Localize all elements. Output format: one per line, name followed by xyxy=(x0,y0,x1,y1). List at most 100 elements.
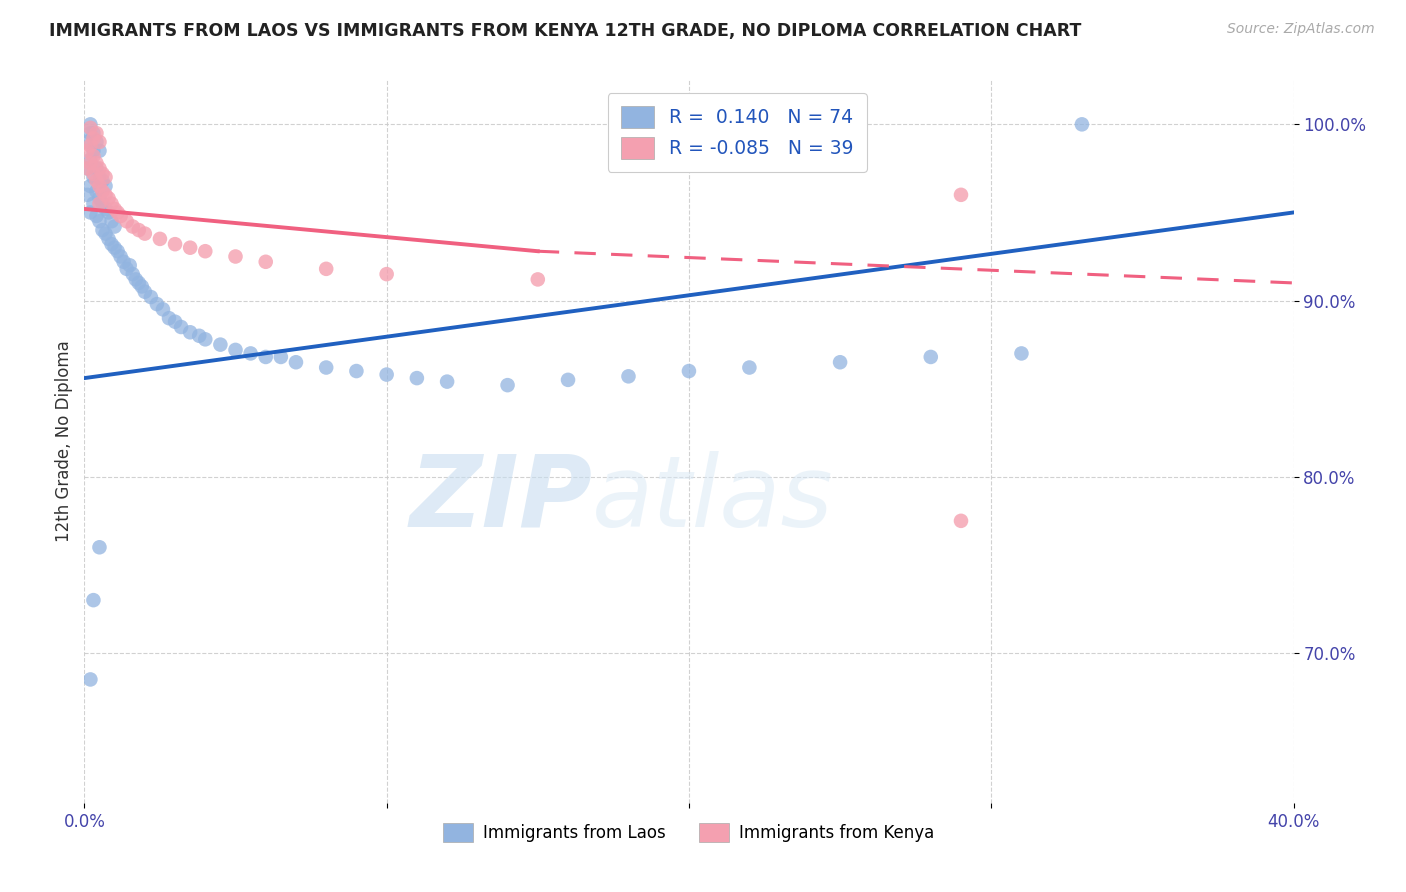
Point xyxy=(79,673,101,687)
Point xyxy=(86,135,108,149)
Text: Source: ZipAtlas.com: Source: ZipAtlas.com xyxy=(1227,22,1375,37)
Point xyxy=(188,328,211,343)
Point xyxy=(436,375,458,389)
Point xyxy=(76,161,98,176)
Point xyxy=(315,360,337,375)
Point xyxy=(139,290,162,304)
Point xyxy=(496,378,519,392)
Point xyxy=(128,276,150,290)
Point xyxy=(157,311,180,326)
Text: atlas: atlas xyxy=(592,450,834,548)
Point xyxy=(121,219,143,234)
Point xyxy=(104,202,127,216)
Point xyxy=(91,174,114,188)
Point xyxy=(179,326,201,340)
Point xyxy=(82,126,104,140)
Point xyxy=(315,261,337,276)
Point xyxy=(97,191,120,205)
Point xyxy=(239,346,262,360)
Point xyxy=(346,364,368,378)
Point xyxy=(270,350,292,364)
Point xyxy=(89,144,111,158)
Point xyxy=(557,373,579,387)
Point xyxy=(1011,346,1033,360)
Point xyxy=(86,161,108,176)
Text: ZIP: ZIP xyxy=(409,450,592,548)
Point xyxy=(830,355,852,369)
Point xyxy=(225,250,247,264)
Point xyxy=(115,261,138,276)
Point xyxy=(86,209,108,223)
Point xyxy=(89,179,111,194)
Point xyxy=(131,279,153,293)
Point xyxy=(146,297,169,311)
Point xyxy=(94,202,117,216)
Point xyxy=(79,156,101,170)
Point xyxy=(194,332,217,346)
Point xyxy=(110,250,132,264)
Point xyxy=(950,187,973,202)
Point xyxy=(104,219,127,234)
Point xyxy=(79,179,101,194)
Point xyxy=(76,144,98,158)
Point xyxy=(115,214,138,228)
Point xyxy=(254,350,277,364)
Point xyxy=(738,360,761,375)
Point xyxy=(82,196,104,211)
Point xyxy=(121,267,143,281)
Point xyxy=(89,170,111,185)
Point xyxy=(110,209,132,223)
Point xyxy=(209,337,232,351)
Point xyxy=(179,241,201,255)
Legend: Immigrants from Laos, Immigrants from Kenya: Immigrants from Laos, Immigrants from Ke… xyxy=(437,816,941,848)
Point xyxy=(152,302,174,317)
Point xyxy=(406,371,429,385)
Point xyxy=(82,170,104,185)
Point xyxy=(950,514,973,528)
Point xyxy=(225,343,247,357)
Point xyxy=(89,196,111,211)
Point xyxy=(76,187,98,202)
Point xyxy=(82,149,104,163)
Point xyxy=(82,593,104,607)
Point xyxy=(79,117,101,131)
Point xyxy=(107,244,129,259)
Point xyxy=(527,272,550,286)
Point xyxy=(97,205,120,219)
Point xyxy=(375,267,398,281)
Point xyxy=(134,227,156,241)
Point xyxy=(125,272,148,286)
Point xyxy=(79,205,101,219)
Point xyxy=(79,126,101,140)
Point xyxy=(76,135,98,149)
Point xyxy=(89,135,111,149)
Point xyxy=(617,369,640,384)
Point xyxy=(79,138,101,153)
Point xyxy=(100,196,122,211)
Point xyxy=(86,184,108,198)
Point xyxy=(118,258,141,272)
Point xyxy=(170,320,193,334)
Point xyxy=(149,232,172,246)
Point xyxy=(89,214,111,228)
Point xyxy=(94,179,117,194)
Point xyxy=(165,237,187,252)
Text: IMMIGRANTS FROM LAOS VS IMMIGRANTS FROM KENYA 12TH GRADE, NO DIPLOMA CORRELATION: IMMIGRANTS FROM LAOS VS IMMIGRANTS FROM … xyxy=(49,22,1081,40)
Point xyxy=(165,315,187,329)
Point xyxy=(254,254,277,268)
Point xyxy=(91,196,114,211)
Point xyxy=(91,184,114,198)
Point xyxy=(375,368,398,382)
Point xyxy=(79,120,101,135)
Point xyxy=(97,232,120,246)
Point xyxy=(91,223,114,237)
Point xyxy=(76,161,98,176)
Y-axis label: 12th Grade, No Diploma: 12th Grade, No Diploma xyxy=(55,341,73,542)
Point xyxy=(128,223,150,237)
Point xyxy=(89,161,111,176)
Point xyxy=(89,541,111,555)
Point xyxy=(112,254,135,268)
Point xyxy=(94,187,117,202)
Point xyxy=(82,167,104,181)
Point xyxy=(920,350,942,364)
